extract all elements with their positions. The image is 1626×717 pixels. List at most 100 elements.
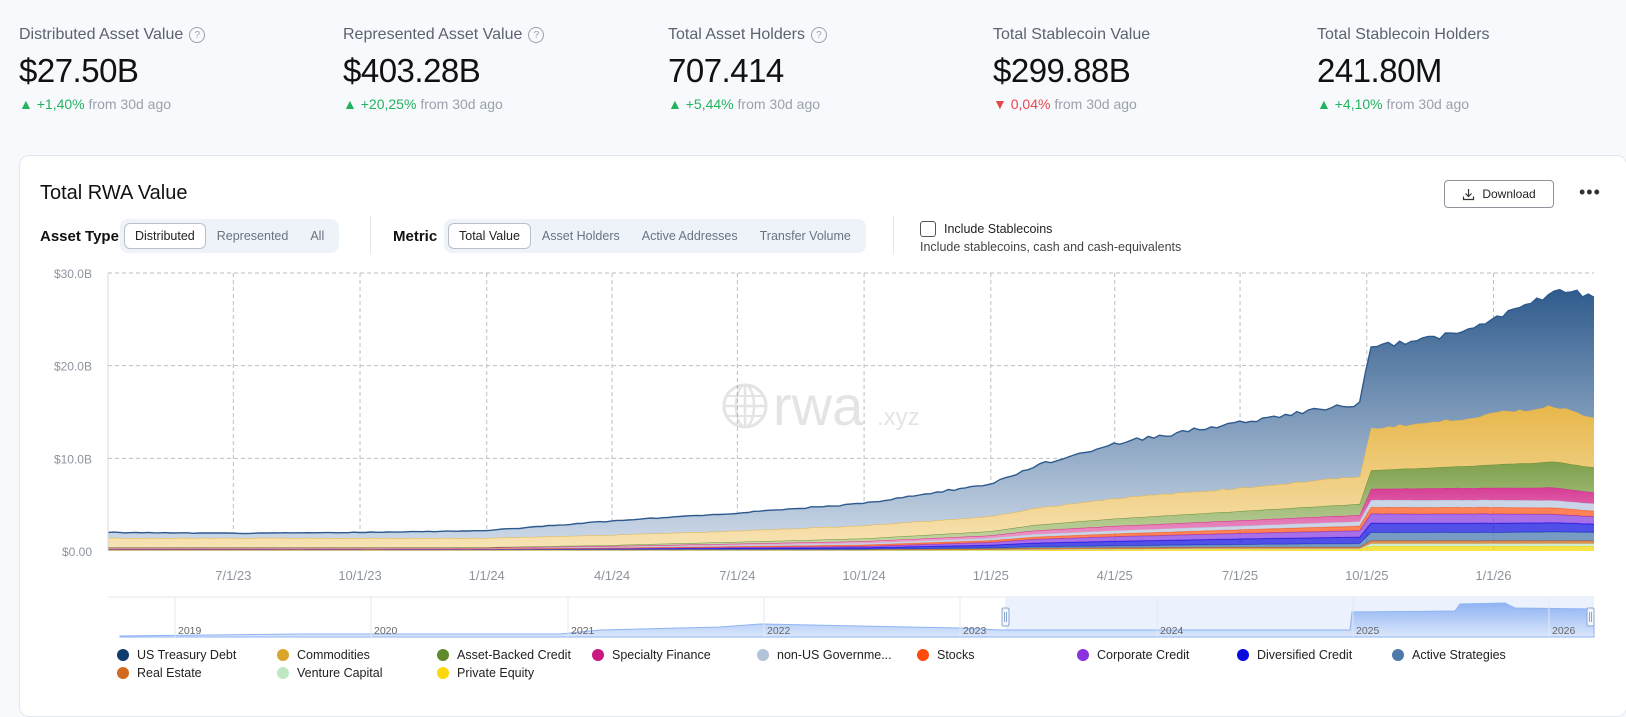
stat-label: Represented Asset Value? bbox=[343, 26, 545, 44]
legend-item[interactable]: Venture Capital bbox=[277, 666, 382, 680]
triangle-up-icon: ▲ bbox=[343, 96, 357, 112]
legend-label: Private Equity bbox=[457, 666, 535, 680]
stat-card: Distributed Asset Value? $27.50B ▲ +1,40% … bbox=[19, 26, 206, 112]
legend-label: non-US Governme... bbox=[777, 648, 892, 662]
stat-delta-value: +1,40% bbox=[36, 96, 85, 112]
legend-dot-icon bbox=[592, 649, 604, 661]
legend-label: Active Strategies bbox=[1412, 648, 1506, 662]
asset-type-segmented-control: Distributed Represented All bbox=[120, 219, 340, 253]
more-icon: ••• bbox=[1579, 182, 1601, 202]
stat-label-text: Total Asset Holders bbox=[668, 26, 805, 43]
asset-type-label: Asset Type bbox=[40, 228, 119, 245]
include-stablecoins-checkbox[interactable] bbox=[920, 220, 936, 237]
legend-dot-icon bbox=[437, 667, 449, 679]
stat-delta: ▲ +1,40% from 30d ago bbox=[19, 96, 205, 112]
stat-delta: ▲ +4,10% from 30d ago bbox=[1317, 96, 1490, 112]
triangle-down-icon: ▼ bbox=[993, 96, 1007, 112]
metric-option-transfer-volume[interactable]: Transfer Volume bbox=[759, 229, 851, 243]
stat-delta-suffix: from 30d ago bbox=[737, 96, 821, 112]
stat-value: $299.88B bbox=[993, 52, 1131, 89]
legend-dot-icon bbox=[917, 649, 929, 661]
legend-item[interactable]: Diversified Credit bbox=[1237, 648, 1352, 662]
legend-item[interactable]: non-US Governme... bbox=[757, 648, 892, 662]
legend-label: Diversified Credit bbox=[1257, 648, 1353, 662]
stat-label-text: Represented Asset Value bbox=[343, 26, 523, 43]
metric-label: Metric bbox=[393, 228, 438, 245]
legend-dot-icon bbox=[117, 667, 129, 679]
asset-type-option-distributed[interactable]: Distributed bbox=[124, 223, 206, 249]
legend-label: Corporate Credit bbox=[1097, 648, 1190, 662]
help-icon[interactable]: ? bbox=[528, 27, 545, 43]
metric-segmented-control: Total Value Asset Holders Active Addresses… bbox=[444, 219, 866, 253]
legend-dot-icon bbox=[117, 649, 129, 661]
stat-label-text: Total Stablecoin Value bbox=[993, 26, 1151, 43]
legend-item[interactable]: Real Estate bbox=[117, 666, 202, 680]
stat-delta-value: +4,10% bbox=[1334, 96, 1383, 112]
stat-label: Distributed Asset Value? bbox=[19, 26, 206, 44]
legend-dot-icon bbox=[1392, 649, 1404, 661]
legend-label: US Treasury Debt bbox=[137, 648, 237, 662]
legend-item[interactable]: Specialty Finance bbox=[592, 648, 711, 662]
asset-type-option-represented[interactable]: Represented bbox=[216, 229, 289, 243]
legend-label: Commodities bbox=[297, 648, 370, 662]
legend-item[interactable]: Asset-Backed Credit bbox=[437, 648, 571, 662]
stat-delta: ▲ +5,44% from 30d ago bbox=[668, 96, 827, 112]
triangle-up-icon: ▲ bbox=[1317, 96, 1331, 112]
chart-card: Total RWA Value Asset Type Distributed Re… bbox=[19, 155, 1626, 717]
legend-label: Specialty Finance bbox=[612, 648, 711, 662]
stat-label-text: Distributed Asset Value bbox=[19, 26, 184, 43]
legend-dot-icon bbox=[757, 649, 769, 661]
stat-label: Total Asset Holders? bbox=[668, 26, 827, 44]
legend-label: Real Estate bbox=[137, 666, 202, 680]
more-options-button[interactable]: ••• bbox=[1579, 182, 1601, 203]
metric-option-total-value[interactable]: Total Value bbox=[448, 223, 531, 249]
legend-dot-icon bbox=[1077, 649, 1089, 661]
stat-value: $27.50B bbox=[19, 52, 139, 89]
stat-label: Total Stablecoin Value bbox=[993, 26, 1150, 44]
help-icon[interactable]: ? bbox=[810, 27, 827, 43]
legend-item[interactable]: Corporate Credit bbox=[1077, 648, 1189, 662]
chart-title: Total RWA Value bbox=[40, 182, 188, 204]
stat-card: Total Stablecoin Value $299.88B ▼ 0,04% fr… bbox=[993, 26, 1150, 112]
legend-item[interactable]: US Treasury Debt bbox=[117, 648, 236, 662]
legend-dot-icon bbox=[277, 667, 289, 679]
legend-label: Stocks bbox=[937, 648, 975, 662]
legend-item[interactable]: Private Equity bbox=[437, 666, 534, 680]
include-stablecoins-description: Include stablecoins, cash and cash-equiv… bbox=[920, 240, 1182, 254]
metric-option-asset-holders[interactable]: Asset Holders bbox=[541, 229, 620, 243]
stat-delta-value: 0,04% bbox=[1010, 96, 1051, 112]
legend-label: Venture Capital bbox=[297, 666, 383, 680]
triangle-up-icon: ▲ bbox=[668, 96, 682, 112]
triangle-up-icon: ▲ bbox=[19, 96, 33, 112]
legend-label: Asset-Backed Credit bbox=[457, 648, 571, 662]
help-icon[interactable]: ? bbox=[189, 27, 206, 43]
legend-item[interactable]: Stocks bbox=[917, 648, 975, 662]
stat-delta-value: +5,44% bbox=[685, 96, 734, 112]
stat-delta: ▲ +20,25% from 30d ago bbox=[343, 96, 544, 112]
divider bbox=[893, 216, 894, 254]
legend-dot-icon bbox=[277, 649, 289, 661]
download-button[interactable]: Download bbox=[1444, 180, 1554, 208]
stat-card: Represented Asset Value? $403.28B ▲ +20,25… bbox=[343, 26, 545, 112]
stat-value: 241.80M bbox=[1317, 52, 1442, 89]
asset-type-option-all[interactable]: All bbox=[310, 229, 325, 243]
stat-delta-suffix: from 30d ago bbox=[88, 96, 172, 112]
download-icon bbox=[1463, 188, 1475, 200]
stat-label: Total Stablecoin Holders bbox=[1317, 26, 1490, 44]
stat-card: Total Stablecoin Holders 241.80M ▲ +4,10% … bbox=[1317, 26, 1490, 112]
stat-delta-suffix: from 30d ago bbox=[1386, 96, 1470, 112]
legend-item[interactable]: Active Strategies bbox=[1392, 648, 1506, 662]
divider bbox=[370, 216, 371, 254]
metric-option-active-addresses[interactable]: Active Addresses bbox=[641, 229, 738, 243]
stat-value: 707.414 bbox=[668, 52, 784, 89]
stat-label-text: Total Stablecoin Holders bbox=[1317, 26, 1490, 43]
stat-value: $403.28B bbox=[343, 52, 481, 89]
legend-dot-icon bbox=[1237, 649, 1249, 661]
include-stablecoins-toggle[interactable]: Include Stablecoins Include stablecoins,… bbox=[920, 220, 1181, 254]
legend-dot-icon bbox=[437, 649, 449, 661]
stat-delta-value: +20,25% bbox=[360, 96, 417, 112]
include-stablecoins-label: Include Stablecoins bbox=[944, 221, 1053, 236]
stat-delta-suffix: from 30d ago bbox=[420, 96, 503, 112]
stat-delta-suffix: from 30d ago bbox=[1054, 96, 1137, 112]
legend-item[interactable]: Commodities bbox=[277, 648, 370, 662]
